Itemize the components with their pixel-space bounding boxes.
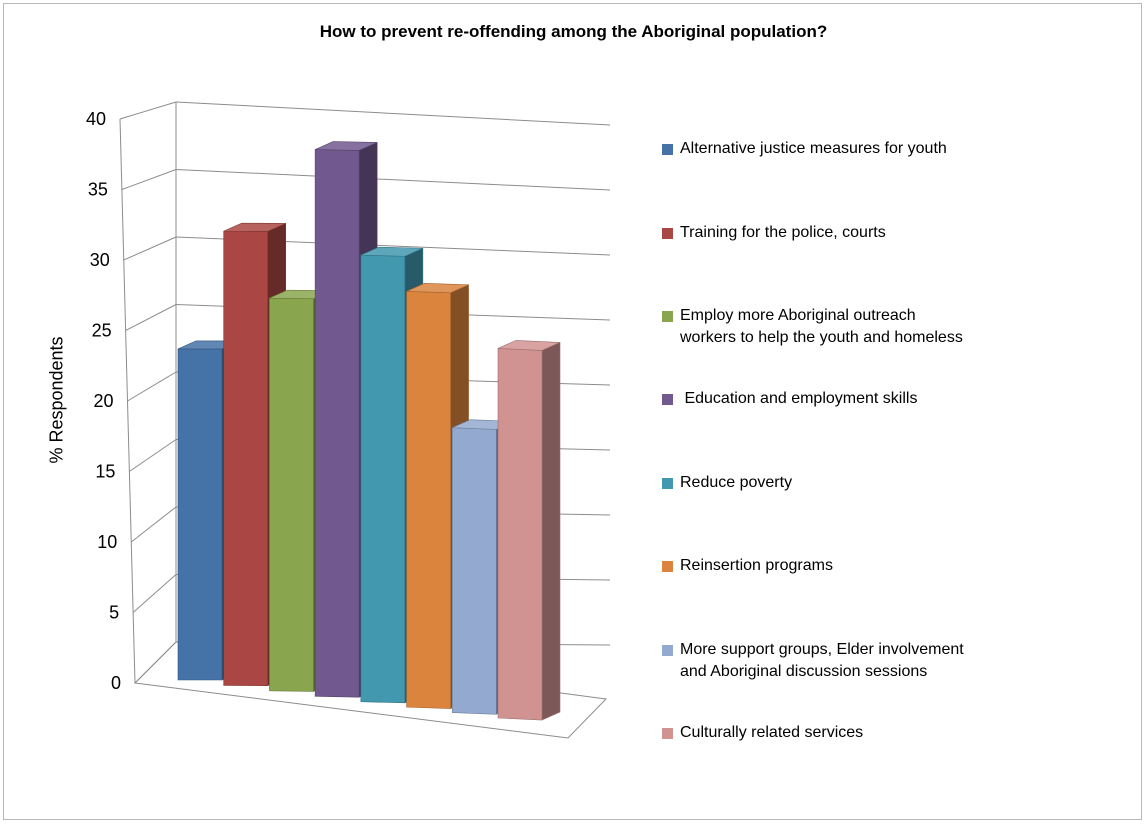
y-tick-label: 5	[109, 603, 119, 623]
legend-label-line: Training for the police, courts	[680, 224, 886, 241]
legend-item: Employ more Aboriginal outreach workers t…	[662, 305, 1082, 349]
y-tick-label: 35	[88, 180, 108, 200]
legend-swatch	[662, 144, 673, 155]
legend-label-line: Education and employment skills	[680, 390, 918, 407]
bar-top	[315, 141, 378, 151]
bar-front	[314, 149, 360, 698]
legend-label-line: Reduce poverty	[680, 474, 793, 491]
y-axis-line	[119, 118, 136, 684]
bar-top	[497, 340, 561, 351]
y-tick-label: 15	[95, 462, 115, 482]
legend-label-line: Reinsertion programs	[680, 557, 833, 574]
bar-front	[360, 254, 406, 704]
legend-item: Education and employment skills	[662, 388, 1082, 410]
side-gridline	[123, 236, 177, 261]
bar-top	[406, 283, 469, 294]
y-tick-label: 0	[111, 673, 121, 693]
legend-label: Culturally related services	[680, 722, 863, 744]
legend-label: Alternative justice measures for youth	[680, 138, 947, 160]
legend-swatch	[662, 645, 673, 656]
side-gridline	[125, 304, 177, 331]
bar-front	[451, 427, 497, 715]
legend-label-line: Employ more Aboriginal outreach	[680, 307, 916, 324]
bar-front	[223, 230, 269, 687]
chart-title: How to prevent re-offending among the Ab…	[319, 22, 828, 41]
legend-label: Training for the police, courts	[680, 222, 886, 244]
bar-front	[177, 348, 223, 681]
legend-label-line: workers to help the youth and homeless	[680, 329, 963, 346]
legend-item: Training for the police, courts	[662, 222, 1082, 244]
legend-label: Reduce poverty	[680, 472, 792, 494]
legend-label: Employ more Aboriginal outreach workers t…	[680, 305, 963, 349]
legend-label: More support groups, Elder involvement an…	[680, 639, 964, 683]
side-gridline	[132, 574, 177, 613]
gridline	[175, 169, 611, 191]
legend-swatch	[662, 478, 673, 489]
legend-item: Reduce poverty	[662, 472, 1082, 494]
y-tick-label: 20	[93, 391, 113, 411]
side-gridline	[121, 169, 177, 190]
y-tick-label: 10	[97, 532, 117, 552]
legend-label-line: Alternative justice measures for youth	[680, 140, 947, 157]
side-gridline	[130, 506, 177, 543]
bar-top	[223, 222, 286, 232]
bar-front	[269, 297, 314, 692]
legend-item: Reinsertion programs	[662, 555, 1082, 577]
legend-label-line: More support groups, Elder involvement	[680, 641, 964, 658]
y-tick-label: 30	[90, 250, 110, 270]
legend-label: Education and employment skills	[680, 388, 917, 410]
legend-swatch	[662, 311, 673, 322]
gridline	[175, 101, 611, 126]
side-gridline	[119, 101, 177, 120]
legend-swatch	[662, 561, 673, 572]
bar-front	[406, 291, 451, 709]
bar-side	[541, 341, 561, 721]
legend-item: More support groups, Elder involvement an…	[662, 639, 1082, 683]
bar-top	[360, 246, 423, 257]
legend-item: Alternative justice measures for youth	[662, 138, 1082, 160]
legend-label-line: and Aboriginal discussion sessions	[680, 663, 928, 680]
legend-swatch	[662, 728, 673, 739]
legend-label: Reinsertion programs	[680, 555, 833, 577]
legend-item: Culturally related services	[662, 722, 1082, 744]
y-tick-label: 25	[92, 321, 112, 341]
side-gridline	[127, 371, 177, 402]
side-gridline	[134, 641, 177, 684]
legend-swatch	[662, 228, 673, 239]
legend-swatch	[662, 394, 673, 405]
y-tick-label: 40	[86, 109, 106, 129]
legend-label-line: Culturally related services	[680, 724, 864, 741]
bar-front	[497, 348, 543, 721]
bar-8	[497, 340, 561, 721]
side-gridline	[129, 439, 177, 472]
